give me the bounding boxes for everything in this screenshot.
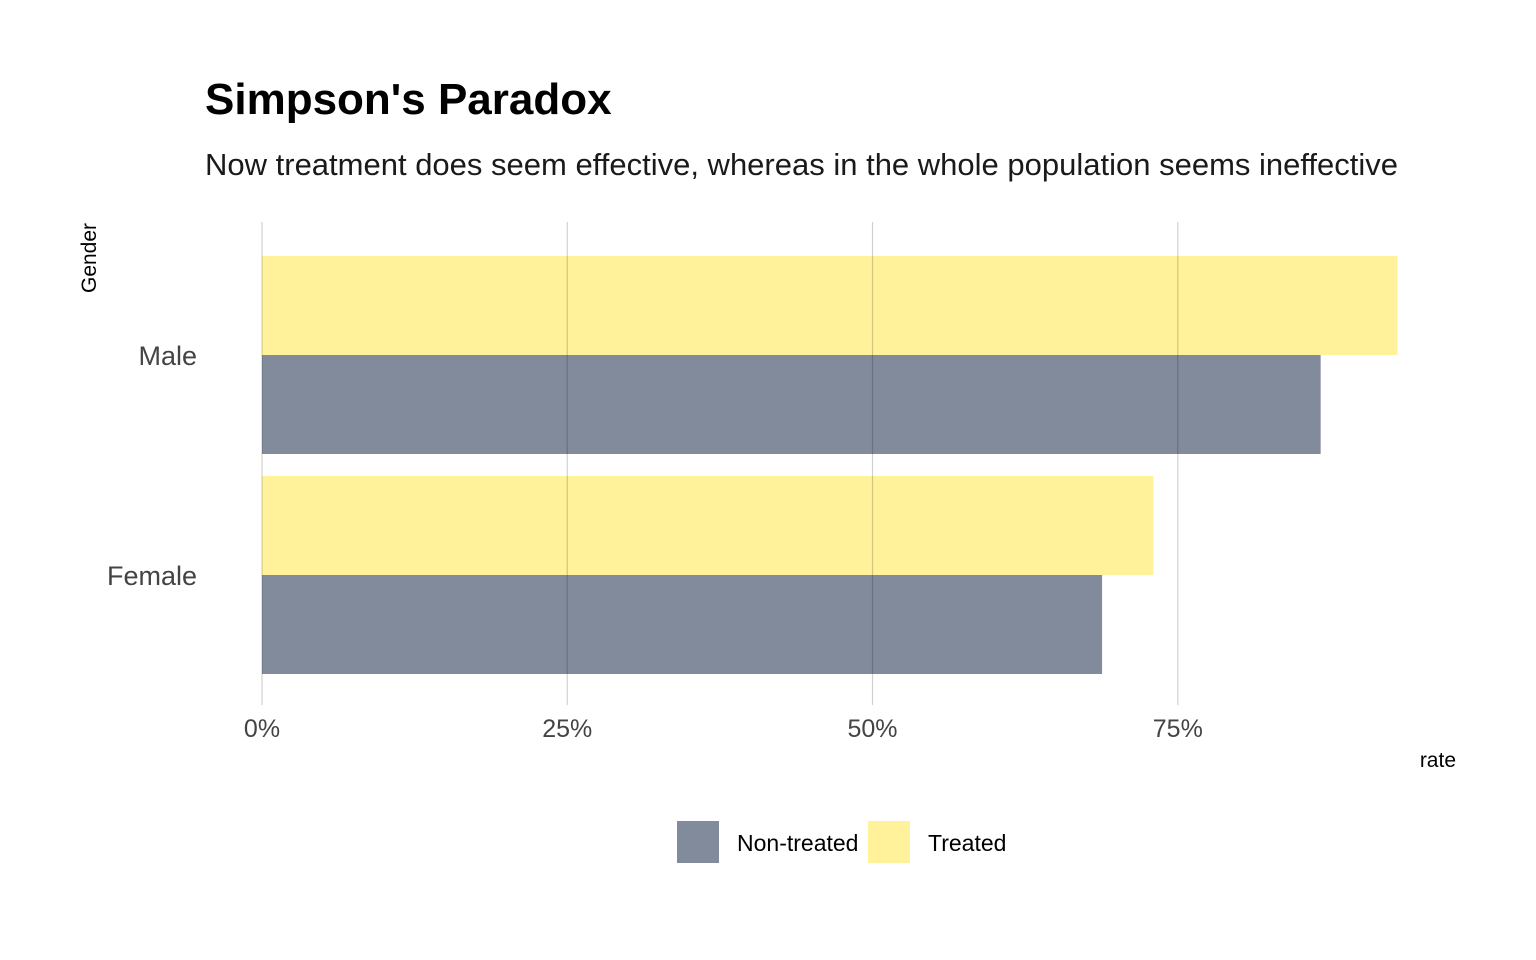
bar-female-treated <box>262 476 1154 575</box>
x-tick-label-75-: 75% <box>1153 715 1203 743</box>
legend: Non-treated Treated <box>677 821 1006 863</box>
x-tick-label-25-: 25% <box>542 715 592 743</box>
legend-label-treated: Treated <box>928 830 1006 856</box>
chart-subtitle: Now treatment does seem effective, where… <box>205 147 1398 182</box>
bar-male-non-treated <box>262 355 1321 454</box>
category-label-male: Male <box>138 341 197 371</box>
y-axis-title: Gender <box>78 223 101 293</box>
bars-layer <box>262 256 1398 674</box>
x-tick-label-0-: 0% <box>244 715 280 743</box>
category-labels: Male Female <box>107 341 197 591</box>
grid-layer <box>261 222 1179 705</box>
category-label-female: Female <box>107 561 197 591</box>
legend-label-non-treated: Non-treated <box>737 830 858 856</box>
chart-title: Simpson's Paradox <box>205 75 612 124</box>
bar-female-non-treated <box>262 575 1103 674</box>
x-axis-title: rate <box>1420 749 1456 772</box>
x-tick-labels: 0% 25% 50% 75% <box>244 715 1203 743</box>
legend-key-non-treated <box>677 821 719 863</box>
x-tick-label-50-: 50% <box>848 715 898 743</box>
bar-male-treated <box>262 256 1398 355</box>
legend-key-treated <box>868 821 910 863</box>
